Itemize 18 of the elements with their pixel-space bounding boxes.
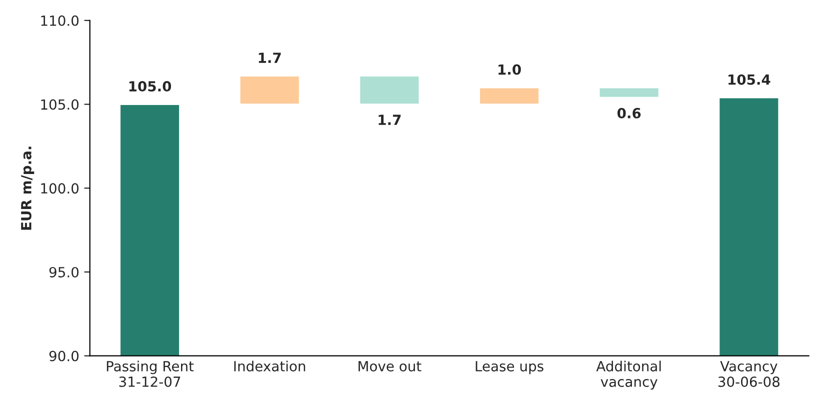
data-label: 105.4 [728,74,770,85]
x-tick-label: Additonal vacancy [596,360,661,390]
data-label: 1.7 [378,114,401,125]
data-label: 1.7 [258,52,281,63]
x-tick-label: Move out [358,361,422,372]
x-tick-label: Passing Rent 31-12-07 [106,360,194,387]
y-tick-label: 105.0 [41,99,79,110]
x-tick-label: Vacancy 30-06-08 [718,361,780,387]
data-label: 1.0 [498,64,521,75]
y-tick-label: 100.0 [41,183,79,194]
y-tick-label: 90.0 [49,350,79,362]
data-label: 105.0 [129,81,172,92]
y-axis-title: EUR m/p.a. [21,146,34,230]
y-tick-label: 110.0 [41,15,79,26]
x-tick-label: Indexation [234,360,306,372]
y-tick-label: 95.0 [49,266,79,278]
data-label: 0.6 [617,108,641,118]
x-tick-label: Lease ups [476,361,544,374]
